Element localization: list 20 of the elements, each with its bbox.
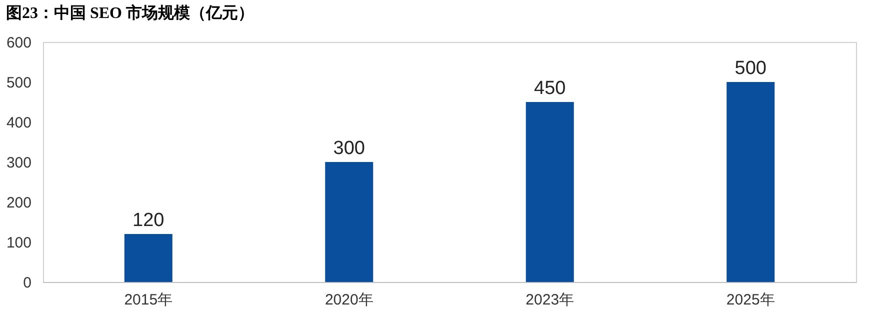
y-tick-label: 400 [6,114,32,132]
bar [124,234,172,282]
y-tick-label: 600 [6,34,32,52]
y-tick-label: 200 [6,194,32,212]
x-tick-label: 2023年 [526,292,574,308]
bar [325,162,374,282]
data-label: 120 [132,210,164,231]
y-tick-label: 500 [6,74,32,92]
data-label: 500 [734,58,766,79]
bar [726,82,775,282]
x-tick-label: 2025年 [726,292,775,308]
data-label: 450 [534,78,566,99]
chart-title: 图23：中国 SEO 市场规模（亿元） [6,4,254,22]
x-tick-label: 2015年 [124,292,173,308]
data-label: 300 [333,138,365,159]
bar [526,102,574,282]
x-tick-label: 2020年 [324,292,374,308]
y-tick-label: 0 [23,274,32,292]
y-tick-label: 300 [6,154,32,172]
y-tick-label: 100 [6,234,32,252]
